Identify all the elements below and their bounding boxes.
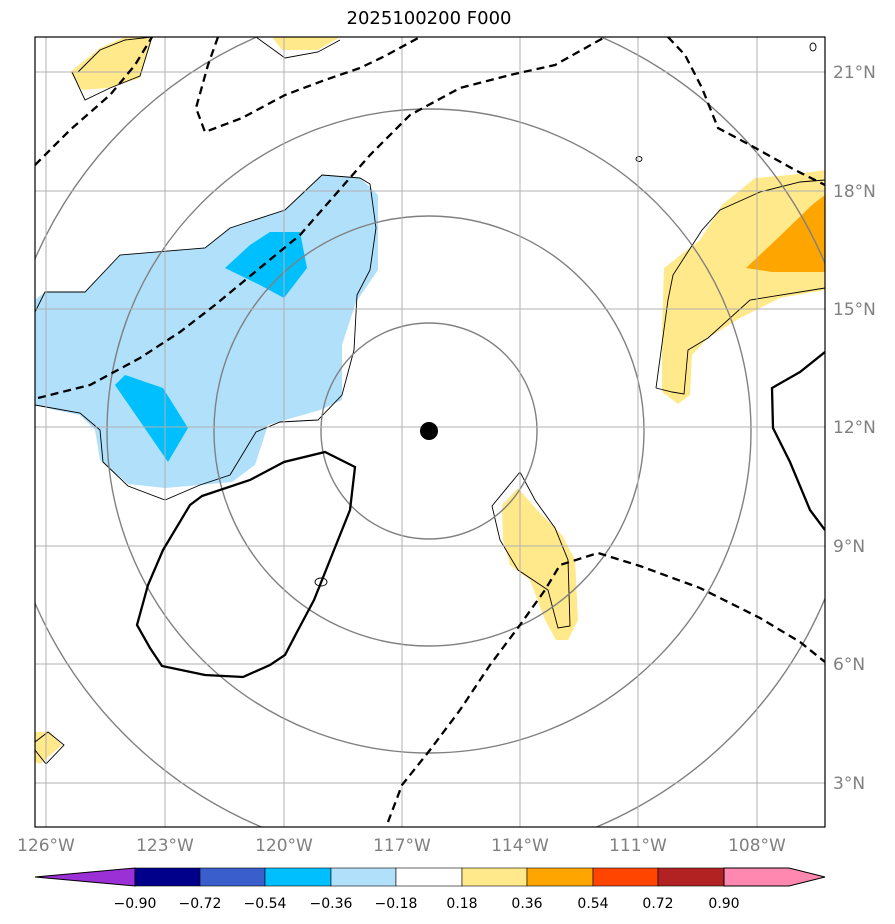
map-title: 2025100200 F000 <box>346 8 512 29</box>
lat-label: 3°N <box>833 774 865 794</box>
colorbar-tick-label: 0.18 <box>446 896 477 912</box>
lon-label: 108°W <box>728 836 786 856</box>
lon-label: 123°W <box>136 836 194 856</box>
shaded-field <box>35 37 825 764</box>
colorbar-tick-label: −0.72 <box>179 896 222 912</box>
plot-frame <box>34 36 826 828</box>
colorbar-segment <box>395 867 463 887</box>
colorbar-extend-right <box>723 867 826 887</box>
negative-region-blue-west <box>115 375 188 462</box>
colorbar-segment <box>264 867 332 887</box>
lat-label: 12°N <box>833 418 876 438</box>
colorbar-segment <box>199 867 266 887</box>
storm-center-marker <box>420 422 438 440</box>
lat-label: 18°N <box>833 182 876 202</box>
solid-contour-east <box>770 351 825 531</box>
solid-contours <box>135 351 825 679</box>
colorbar-tick-label: 0.90 <box>708 896 739 912</box>
longitude-axis: 126°W 123°W 120°W 117°W 114°W 111°W 108°… <box>17 836 786 856</box>
colorbar-tick-label: 0.54 <box>577 896 608 912</box>
lat-label: 6°N <box>833 655 865 675</box>
colorbar-segment <box>526 867 594 887</box>
colorbar-tick-label: 0.36 <box>511 896 542 912</box>
negative-region-blue-north <box>225 232 307 298</box>
colorbar-segment <box>592 867 659 887</box>
positive-region-yellow-bottom-left <box>35 732 62 764</box>
colorbar-segment <box>134 867 201 887</box>
thin-contours <box>35 37 825 765</box>
colorbar-segment <box>330 867 397 887</box>
solid-contour-southwest <box>135 450 357 679</box>
dashed-contour-south <box>386 551 825 823</box>
lat-label: 9°N <box>833 537 865 557</box>
colorbar: −0.90 −0.72 −0.54 −0.36 −0.18 0.18 0.36 … <box>34 867 826 912</box>
lat-label: 15°N <box>833 300 876 320</box>
dashed-contour-northeast <box>667 37 825 187</box>
positive-region-yellow-east <box>662 170 825 404</box>
range-ring-1 <box>320 322 538 540</box>
map-plot-area <box>35 37 825 827</box>
colorbar-segment <box>657 867 725 887</box>
lon-label: 120°W <box>255 836 313 856</box>
colorbar-tick-label: 0.72 <box>642 896 673 912</box>
lat-label: 21°N <box>833 63 876 83</box>
lon-label: 126°W <box>17 836 75 856</box>
colorbar-tick-label: −0.18 <box>375 896 418 912</box>
latitude-axis: 21°N 18°N 15°N 12°N 9°N 6°N 3°N <box>833 63 876 794</box>
colorbar-tick-label: −0.90 <box>114 896 157 912</box>
colorbar-extend-left <box>34 867 136 887</box>
range-ring-2 <box>213 215 645 647</box>
dashed-contour-ridge <box>37 37 606 400</box>
positive-region-yellow-top-left <box>70 37 152 90</box>
positive-region-orange-east <box>746 195 825 272</box>
dashed-contours <box>35 37 825 823</box>
dashed-contour-northwest <box>35 37 153 166</box>
negative-region-light-blue <box>35 175 378 488</box>
lon-label: 111°W <box>609 836 667 856</box>
dashed-contour-top <box>194 37 421 134</box>
colorbar-segment <box>461 867 528 887</box>
lon-label: 117°W <box>373 836 431 856</box>
positive-region-yellow-top <box>272 37 340 50</box>
colorbar-tick-label: −0.36 <box>310 896 353 912</box>
lon-label: 114°W <box>491 836 549 856</box>
colorbar-tick-label: −0.54 <box>244 896 287 912</box>
